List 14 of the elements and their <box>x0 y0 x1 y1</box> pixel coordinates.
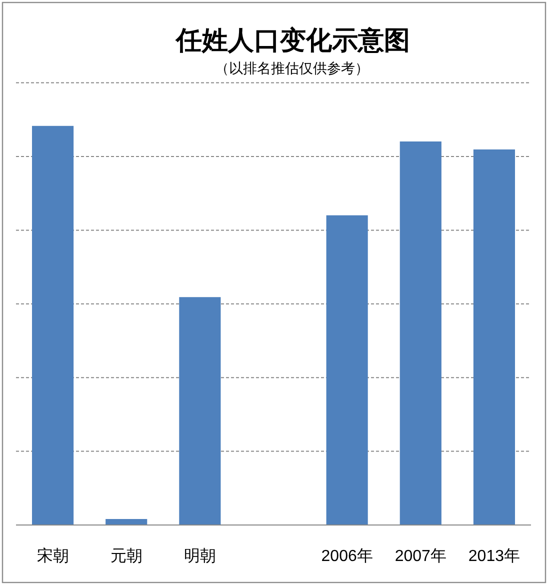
bar <box>179 297 221 525</box>
bar <box>106 519 148 525</box>
bar <box>473 149 515 525</box>
x-tick-label: 2013年 <box>468 548 520 565</box>
x-tick-label: 元朝 <box>110 547 142 565</box>
x-tick-label: 明朝 <box>184 547 216 565</box>
chart-title: 任姓人口变化示意图 <box>175 26 410 55</box>
bar <box>32 126 74 525</box>
bar <box>326 215 368 525</box>
x-tick-label: 2006年 <box>321 548 373 565</box>
x-tick-label: 宋朝 <box>36 547 69 565</box>
bar <box>400 141 442 525</box>
x-tick-label: 2007年 <box>394 548 446 565</box>
chart-subtitle: （以排名推估仅供参考） <box>215 60 369 76</box>
